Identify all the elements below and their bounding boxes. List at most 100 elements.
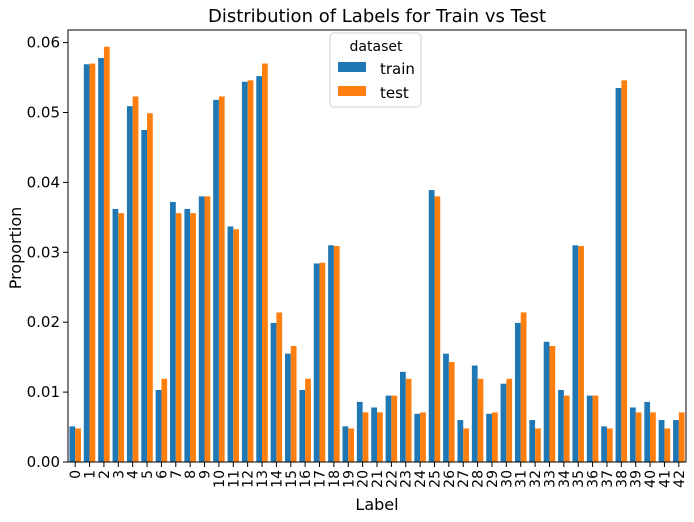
x-tick-label: 24 — [413, 470, 429, 488]
bar-test-41 — [664, 428, 671, 462]
y-tick-label: 0.03 — [27, 243, 60, 261]
bar-test-6 — [161, 378, 168, 462]
x-tick-label: 28 — [471, 470, 487, 488]
bars-group — [69, 46, 685, 463]
bar-train-18 — [328, 245, 334, 462]
x-tick-label: 31 — [514, 470, 530, 488]
x-tick-label: 11 — [226, 470, 242, 488]
x-tick-label: 21 — [370, 470, 386, 488]
bar-test-21 — [377, 412, 383, 462]
bar-test-15 — [290, 345, 297, 462]
bar-train-26 — [443, 353, 449, 462]
bar-train-30 — [500, 383, 507, 462]
x-tick-label: 2 — [97, 470, 113, 479]
bar-train-31 — [514, 322, 521, 462]
bar-test-11 — [233, 229, 240, 462]
bar-test-12 — [247, 80, 254, 462]
x-tick-label: 39 — [629, 470, 645, 488]
y-tick-label: 0.06 — [27, 34, 60, 52]
bar-test-16 — [305, 378, 311, 462]
bar-train-20 — [356, 401, 363, 462]
bar-train-35 — [572, 245, 579, 462]
bar-test-27 — [463, 428, 469, 462]
bar-test-33 — [549, 345, 556, 462]
bar-train-27 — [457, 420, 464, 462]
bar-test-3 — [118, 213, 125, 462]
bar-train-28 — [471, 365, 478, 462]
x-tick-label: 15 — [284, 470, 300, 488]
bar-train-12 — [241, 81, 248, 462]
x-tick-label: 1 — [83, 470, 99, 479]
bar-test-17 — [319, 262, 326, 462]
bar-test-42 — [678, 412, 685, 462]
bar-train-41 — [658, 420, 665, 462]
x-axis-label: Label — [355, 495, 398, 514]
bar-train-39 — [629, 407, 636, 462]
bar-train-19 — [342, 426, 349, 462]
legend-swatch-test — [338, 86, 366, 96]
bar-test-18 — [333, 246, 340, 462]
plot-frame — [67, 29, 687, 463]
bar-train-34 — [558, 390, 564, 462]
bar-train-33 — [543, 341, 550, 462]
bar-train-15 — [285, 353, 291, 462]
x-tick-label: 27 — [456, 470, 472, 488]
bar-train-6 — [155, 390, 162, 462]
bar-train-5 — [141, 129, 148, 462]
chart-title: Distribution of Labels for Train vs Test — [208, 6, 546, 27]
bar-test-37 — [606, 428, 613, 462]
bar-train-9 — [198, 196, 205, 462]
x-tick-label: 13 — [255, 470, 271, 488]
bar-train-17 — [313, 263, 320, 462]
x-tick-label: 16 — [298, 470, 314, 488]
bar-train-10 — [213, 99, 219, 463]
bar-train-3 — [112, 208, 119, 462]
bar-train-25 — [428, 190, 435, 462]
bar-test-28 — [477, 378, 484, 462]
legend: dataset train test — [329, 32, 422, 108]
legend-label-test: test — [380, 84, 409, 102]
bar-test-14 — [276, 312, 283, 462]
x-tick-label: 40 — [643, 470, 659, 488]
bar-test-13 — [262, 63, 268, 463]
x-tick-label: 12 — [241, 470, 257, 488]
x-tick-label: 25 — [427, 470, 443, 488]
bar-test-2 — [103, 46, 110, 462]
bar-test-31 — [520, 312, 527, 462]
bar-train-40 — [644, 401, 651, 462]
x-tick-label: 14 — [269, 470, 285, 488]
y-axis-label: Proportion — [6, 207, 25, 290]
x-tick-label: 37 — [600, 470, 616, 488]
bar-test-34 — [563, 395, 570, 462]
bar-test-10 — [218, 96, 225, 462]
bar-test-32 — [535, 428, 541, 462]
x-tick-label: 10 — [212, 470, 228, 488]
bar-train-2 — [98, 57, 104, 463]
bar-train-4 — [126, 106, 133, 462]
x-tick-label: 17 — [313, 470, 329, 488]
bar-test-36 — [592, 395, 599, 462]
bar-test-29 — [491, 412, 498, 462]
bar-train-13 — [256, 76, 263, 462]
y-tick-label: 0.02 — [27, 313, 60, 331]
y-tick-label: 0.05 — [27, 103, 60, 121]
bar-train-42 — [673, 420, 679, 462]
bar-test-26 — [448, 362, 455, 462]
x-tick-label: 29 — [485, 470, 501, 488]
bar-train-11 — [227, 226, 234, 462]
y-tick-label: 0.04 — [27, 173, 60, 191]
bar-test-39 — [635, 412, 642, 462]
bar-test-8 — [190, 213, 196, 462]
x-tick-label: 0 — [68, 470, 84, 479]
bar-test-7 — [175, 213, 182, 462]
bar-test-19 — [348, 428, 355, 462]
x-tick-label: 33 — [542, 470, 558, 488]
x-tick-label: 8 — [183, 470, 199, 479]
bar-train-37 — [601, 426, 607, 462]
x-tick-label: 20 — [356, 470, 372, 488]
bar-test-40 — [650, 412, 656, 462]
x-tick-label: 35 — [571, 470, 587, 488]
legend-swatch-train — [338, 62, 366, 72]
bar-test-35 — [578, 246, 584, 462]
